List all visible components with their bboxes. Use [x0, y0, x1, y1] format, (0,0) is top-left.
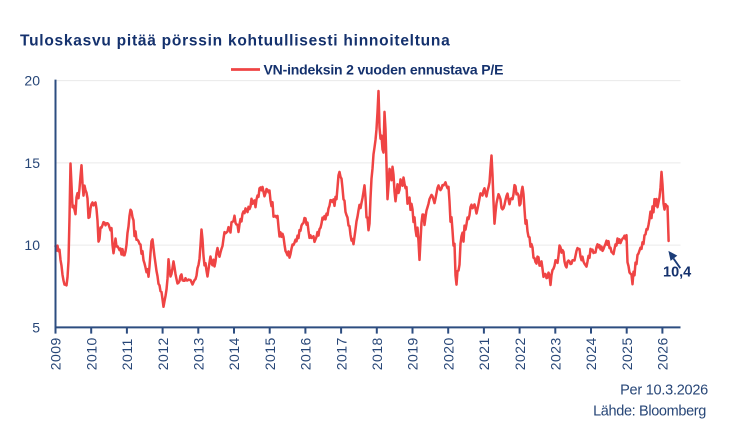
svg-text:2019: 2019 [405, 337, 421, 370]
svg-text:VN-indeksin 2 vuoden ennustava: VN-indeksin 2 vuoden ennustava P/E [264, 62, 504, 78]
svg-text:2010: 2010 [83, 337, 99, 370]
svg-text:2013: 2013 [191, 337, 207, 370]
svg-text:15: 15 [24, 155, 40, 171]
svg-text:2026: 2026 [655, 337, 671, 370]
svg-text:2009: 2009 [48, 337, 64, 370]
svg-text:2024: 2024 [583, 337, 599, 370]
svg-text:2017: 2017 [333, 337, 349, 370]
svg-text:5: 5 [32, 319, 40, 335]
svg-text:Tuloskasvu pitää pörssin kohtu: Tuloskasvu pitää pörssin kohtuullisesti … [20, 33, 450, 50]
svg-text:10: 10 [24, 237, 40, 253]
svg-text:10,4: 10,4 [663, 265, 691, 281]
svg-text:2025: 2025 [619, 337, 635, 370]
svg-text:2014: 2014 [226, 337, 242, 370]
svg-text:2022: 2022 [512, 337, 528, 370]
svg-text:2020: 2020 [440, 337, 456, 370]
svg-text:20: 20 [24, 73, 40, 89]
svg-text:2015: 2015 [262, 337, 278, 370]
svg-text:Per 10.3.2026: Per 10.3.2026 [620, 383, 708, 399]
svg-text:Lähde: Bloomberg: Lähde: Bloomberg [593, 404, 706, 420]
svg-text:2021: 2021 [476, 337, 492, 370]
svg-text:2023: 2023 [548, 337, 564, 370]
svg-text:2018: 2018 [369, 337, 385, 370]
svg-text:2016: 2016 [298, 337, 314, 370]
svg-text:2012: 2012 [155, 337, 171, 370]
svg-text:2011: 2011 [119, 338, 135, 370]
